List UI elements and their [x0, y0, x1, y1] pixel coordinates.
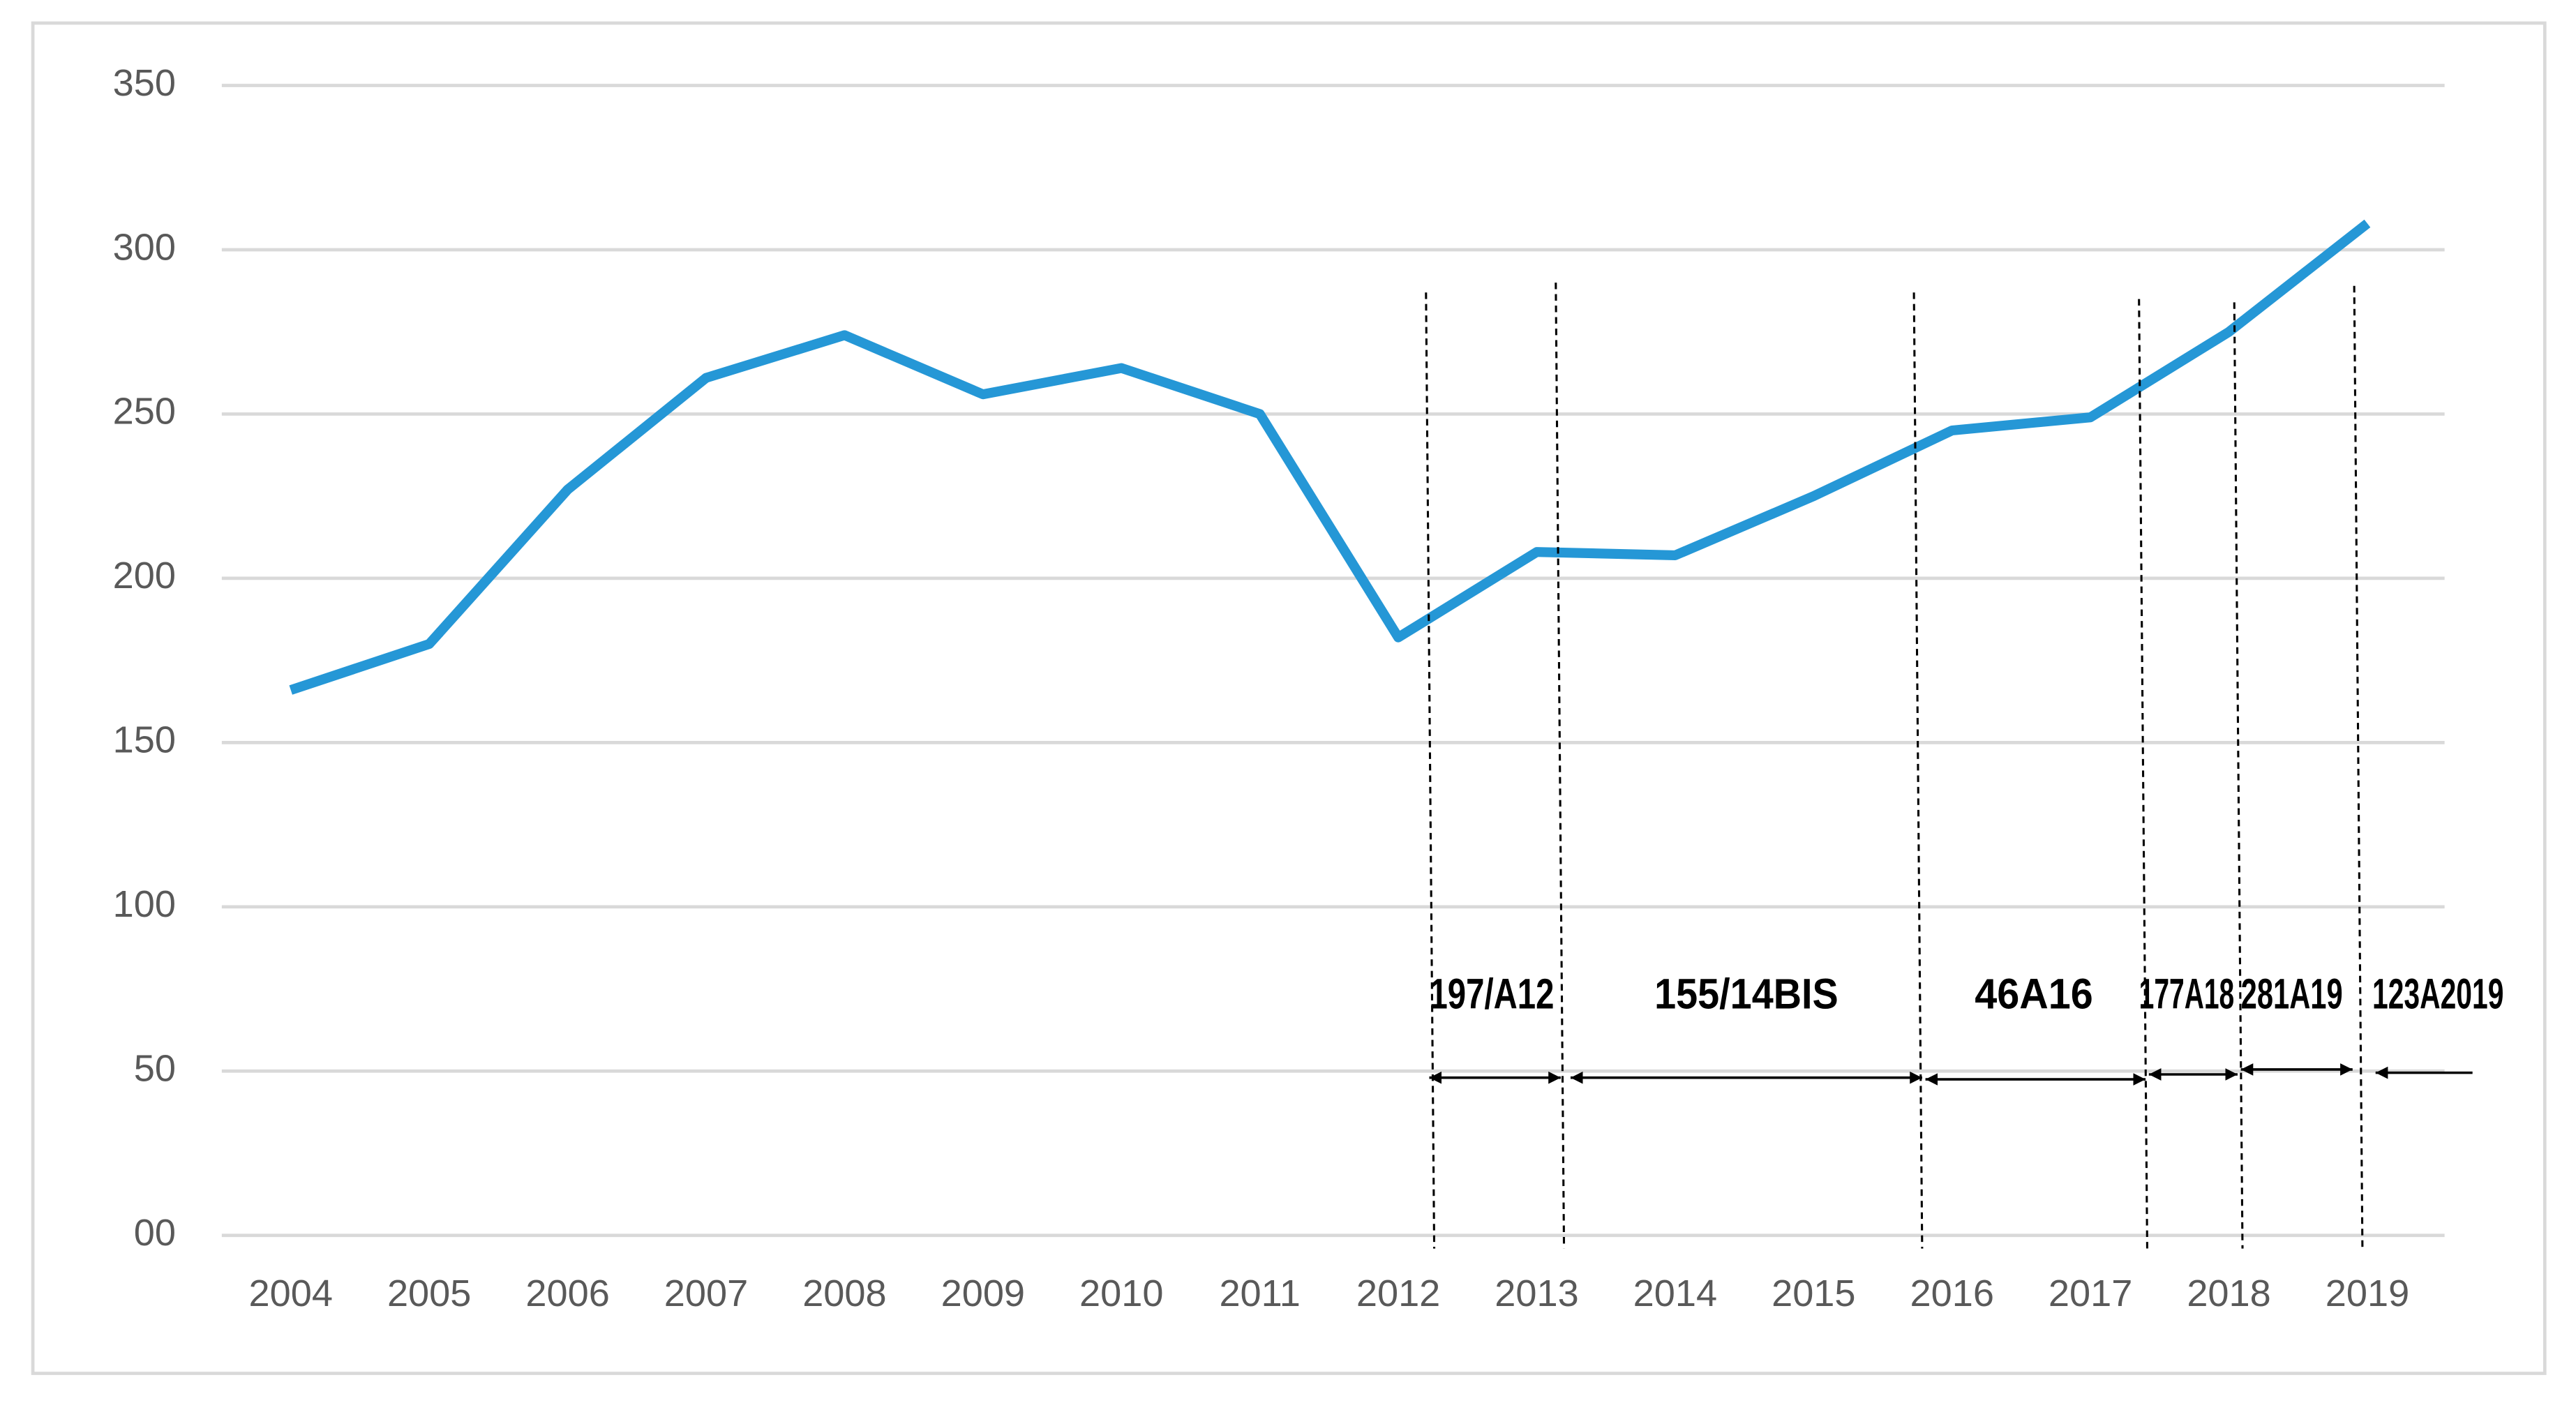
- x-tick-label: 2019: [2326, 1273, 2409, 1314]
- period-divider: [1425, 292, 1436, 1249]
- x-tick-label: 2013: [1495, 1273, 1578, 1314]
- y-tick-label: 100: [113, 883, 176, 925]
- x-tick-label: 2016: [1910, 1273, 1993, 1314]
- period-label: 197/A12: [1429, 970, 1554, 1017]
- period-label: 177A18: [2139, 970, 2235, 1017]
- x-tick-label: 2004: [249, 1273, 333, 1314]
- y-tick-label: 200: [113, 555, 176, 597]
- y-tick-label: 00: [134, 1212, 176, 1254]
- y-tick-label: 350: [113, 62, 176, 104]
- x-tick-label: 2015: [1772, 1273, 1855, 1314]
- x-tick-label: 2005: [387, 1273, 471, 1314]
- period-label: 123A2019: [2372, 970, 2503, 1017]
- x-tick-label: 2018: [2187, 1273, 2270, 1314]
- x-tick-label: 2010: [1079, 1273, 1163, 1314]
- period-divider: [2233, 302, 2244, 1249]
- x-tick-label: 2011: [1219, 1273, 1300, 1314]
- y-tick-label: 50: [134, 1048, 176, 1090]
- x-tick-label: 2014: [1633, 1273, 1717, 1314]
- period-divider: [2138, 299, 2148, 1249]
- chart-border: [31, 21, 2547, 1375]
- period-label: 281A19: [2241, 970, 2343, 1017]
- x-tick-label: 2012: [1356, 1273, 1440, 1314]
- y-tick-label: 250: [113, 391, 176, 433]
- period-label: 155/14BIS: [1654, 970, 1839, 1017]
- period-divider: [1912, 292, 1924, 1249]
- x-tick-label: 2007: [664, 1273, 748, 1314]
- y-tick-label: 300: [113, 226, 176, 268]
- x-tick-label: 2009: [941, 1273, 1025, 1314]
- x-tick-label: 2008: [802, 1273, 886, 1314]
- x-tick-label: 2017: [2049, 1273, 2132, 1314]
- x-tick-label: 2006: [525, 1273, 609, 1314]
- y-tick-label: 150: [113, 719, 176, 761]
- data-line: [289, 219, 2371, 695]
- period-label: 46A16: [1975, 970, 2093, 1017]
- period-divider: [1555, 283, 1566, 1249]
